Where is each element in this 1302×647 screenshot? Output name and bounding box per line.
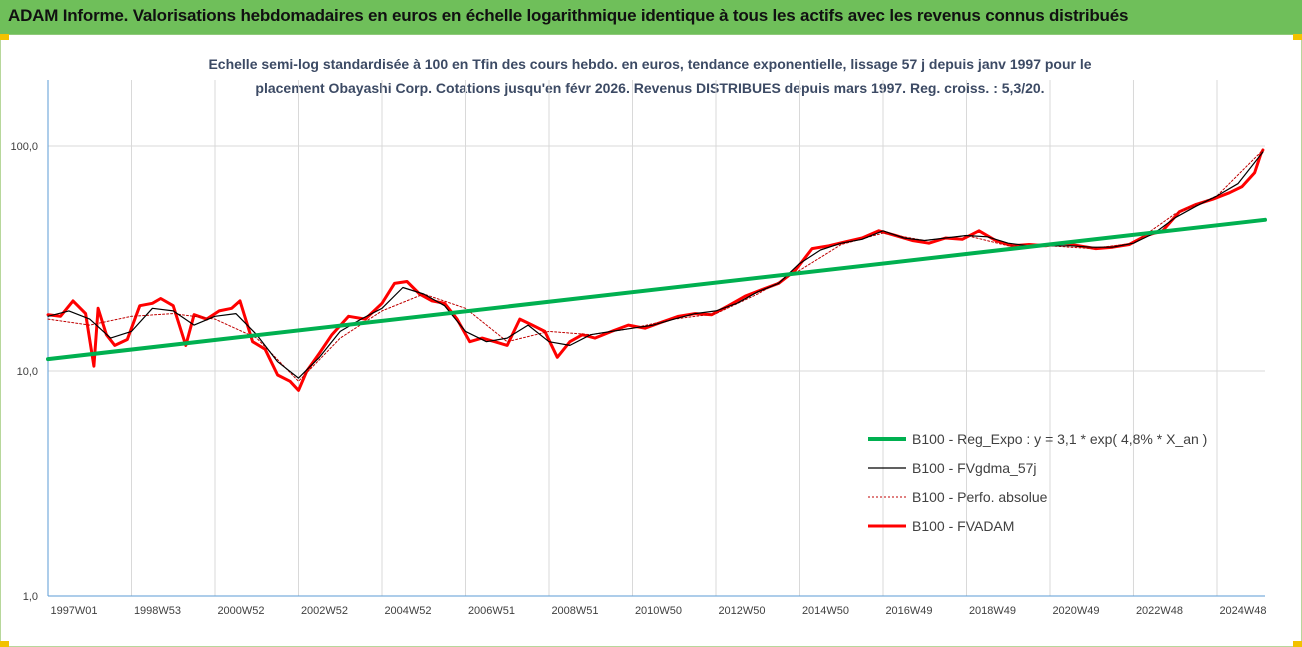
x-tick-label: 2000W52: [217, 605, 264, 617]
corner-marker: [1293, 34, 1302, 40]
x-tick-label: 2010W50: [635, 605, 682, 617]
legend-label-reg: B100 - Reg_Expo : y = 3,1 * exp( 4,8% * …: [912, 431, 1207, 447]
series-line-reg: [46, 217, 1267, 362]
legend-label-smooth: B100 - FVgdma_57j: [912, 460, 1037, 476]
header-bar: ADAM Informe. Valorisations hebdomadaire…: [0, 0, 1302, 35]
corner-marker: [0, 34, 9, 40]
x-tick-label: 2022W48: [1136, 605, 1183, 617]
corner-marker: [0, 641, 9, 647]
axes: 1997W01 1998W53 2000W52 2002W52 2004W52 2006W…: [10, 80, 1267, 617]
corner-marker: [1293, 641, 1302, 647]
x-tick-label: 2004W52: [384, 605, 431, 617]
y-tick-label: 100,0: [10, 141, 38, 153]
chart-title-line-2: placement Obayashi Corp. Cotations jusqu…: [255, 80, 1045, 96]
legend: B100 - Reg_Expo : y = 3,1 * exp( 4,8% * …: [868, 431, 1207, 534]
legend-label-perfo: B100 - Perfo. absolue: [912, 489, 1048, 505]
x-tick-label: 2016W49: [885, 605, 932, 617]
x-tick-label: 2006W51: [468, 605, 515, 617]
chart-title-line-1: Echelle semi-log standardisée à 100 en T…: [208, 56, 1092, 72]
x-tick-label: 2002W52: [301, 605, 348, 617]
series-line-fvadam: [46, 148, 1265, 392]
x-tick-label: 2020W49: [1052, 605, 1099, 617]
x-tick-label: 2008W51: [551, 605, 598, 617]
series-layer: [46, 148, 1267, 392]
x-tick-label: 2014W50: [802, 605, 849, 617]
legend-label-fvadam: B100 - FVADAM: [912, 518, 1014, 534]
page-title: ADAM Informe. Valorisations hebdomadaire…: [8, 6, 1129, 25]
y-tick-label: 1,0: [23, 591, 38, 603]
series-line-smooth: [47, 151, 1264, 379]
x-tick-label: 1998W53: [134, 605, 181, 617]
x-tick-label: 2012W50: [718, 605, 765, 617]
x-tick-label: 1997W01: [50, 605, 97, 617]
y-tick-label: 10,0: [17, 366, 38, 378]
chart-title: Echelle semi-log standardisée à 100 en T…: [100, 52, 1200, 100]
x-tick-label: 2018W49: [969, 605, 1016, 617]
x-tick-label: 2024W48: [1219, 605, 1266, 617]
series-line-perfo: [47, 149, 1264, 382]
